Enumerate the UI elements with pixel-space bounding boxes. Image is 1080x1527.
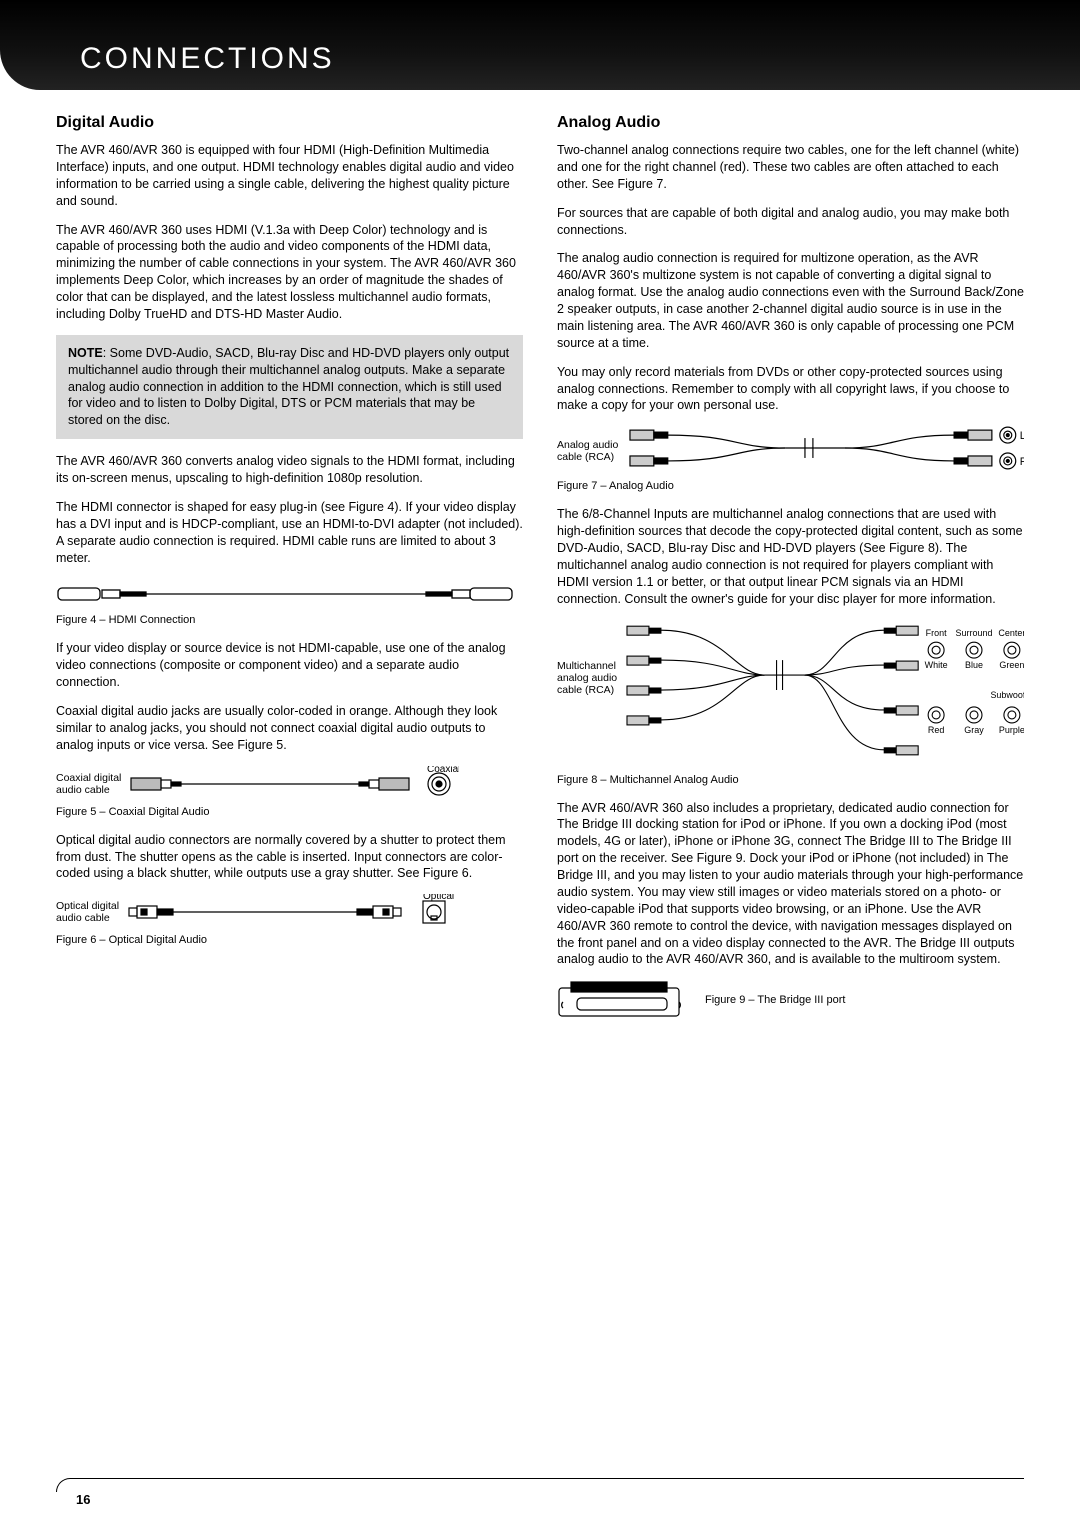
fig8-center: Center (999, 628, 1024, 638)
figure-6-diagram: Optical digital audio cable (56, 894, 523, 930)
left-column: Digital Audio The AVR 460/AVR 360 is equ… (56, 114, 523, 1020)
fig8-left-label: Multichannel analog audio cable (RCA) (557, 620, 617, 696)
note-label: NOTE (68, 346, 103, 360)
right-p2: For sources that are capable of both dig… (557, 205, 1024, 239)
fig8-sub: Subwoofer (991, 689, 1024, 699)
fig9-port-label: THE BRIDGE III (594, 985, 645, 992)
figure-8-caption: Figure 8 – Multichannel Analog Audio (557, 774, 1024, 786)
fig7-R: R (1020, 456, 1024, 468)
left-p1: The AVR 460/AVR 360 is equipped with fou… (56, 142, 523, 210)
figure-6-caption: Figure 6 – Optical Digital Audio (56, 934, 523, 946)
figure-9-caption: Figure 9 – The Bridge III port (705, 994, 845, 1006)
header-banner: CONNECTIONS (0, 0, 1080, 90)
fig8-blue: Blue (965, 660, 983, 670)
right-p5: The 6/8-Channel Inputs are multichannel … (557, 506, 1024, 607)
fig6-right-label: Optical (423, 894, 454, 902)
right-p6: The AVR 460/AVR 360 also includes a prop… (557, 800, 1024, 969)
left-p7: Optical digital audio connectors are nor… (56, 832, 523, 883)
fig5-right-label: Coaxial (427, 766, 459, 775)
left-p5: If your video display or source device i… (56, 640, 523, 691)
fig8-green: Green (1000, 660, 1024, 670)
fig8-gray: Gray (964, 724, 984, 734)
figure-5-caption: Figure 5 – Coaxial Digital Audio (56, 806, 523, 818)
figure-4-diagram (56, 578, 523, 610)
note-box: NOTE: Some DVD-Audio, SACD, Blu-ray Disc… (56, 335, 523, 439)
right-p1: Two-channel analog connections require t… (557, 142, 1024, 193)
left-p4: The HDMI connector is shaped for easy pl… (56, 499, 523, 567)
fig8-purple: Purple (999, 724, 1024, 734)
fig7-L: L (1020, 430, 1024, 442)
figure-9-diagram: THE BRIDGE III Figure 9 – The Bridge III… (557, 980, 1024, 1020)
right-p3: The analog audio connection is required … (557, 250, 1024, 351)
fig8-red: Red (928, 724, 944, 734)
analog-audio-heading: Analog Audio (557, 114, 1024, 132)
page-number: 16 (56, 1492, 1024, 1507)
note-body: : Some DVD-Audio, SACD, Blu-ray Disc and… (68, 346, 509, 428)
right-column: Analog Audio Two-channel analog connecti… (557, 114, 1024, 1020)
fig8-surround: Surround (956, 628, 993, 638)
fig7-left-label: Analog audio cable (RCA) (557, 439, 618, 463)
left-p6: Coaxial digital audio jacks are usually … (56, 703, 523, 754)
figure-7-caption: Figure 7 – Analog Audio (557, 480, 1024, 492)
right-p4: You may only record materials from DVDs … (557, 364, 1024, 415)
figure-8-diagram: Multichannel analog audio cable (RCA) (557, 620, 1024, 770)
page-footer: 16 (56, 1478, 1024, 1507)
left-p3: The AVR 460/AVR 360 converts analog vide… (56, 453, 523, 487)
fig6-left-label: Optical digital audio cable (56, 900, 119, 924)
digital-audio-heading: Digital Audio (56, 114, 523, 132)
left-p2: The AVR 460/AVR 360 uses HDMI (V.1.3a wi… (56, 222, 523, 323)
fig5-left-label: Coaxial digital audio cable (56, 772, 121, 796)
page-content: Digital Audio The AVR 460/AVR 360 is equ… (0, 90, 1080, 1060)
page-title: CONNECTIONS (80, 42, 335, 76)
fig8-white: White (925, 660, 948, 670)
figure-5-diagram: Coaxial digital audio cable (56, 766, 523, 802)
figure-4-caption: Figure 4 – HDMI Connection (56, 614, 523, 626)
fig8-front: Front (926, 628, 947, 638)
figure-7-diagram: Analog audio cable (RCA) (557, 426, 1024, 476)
